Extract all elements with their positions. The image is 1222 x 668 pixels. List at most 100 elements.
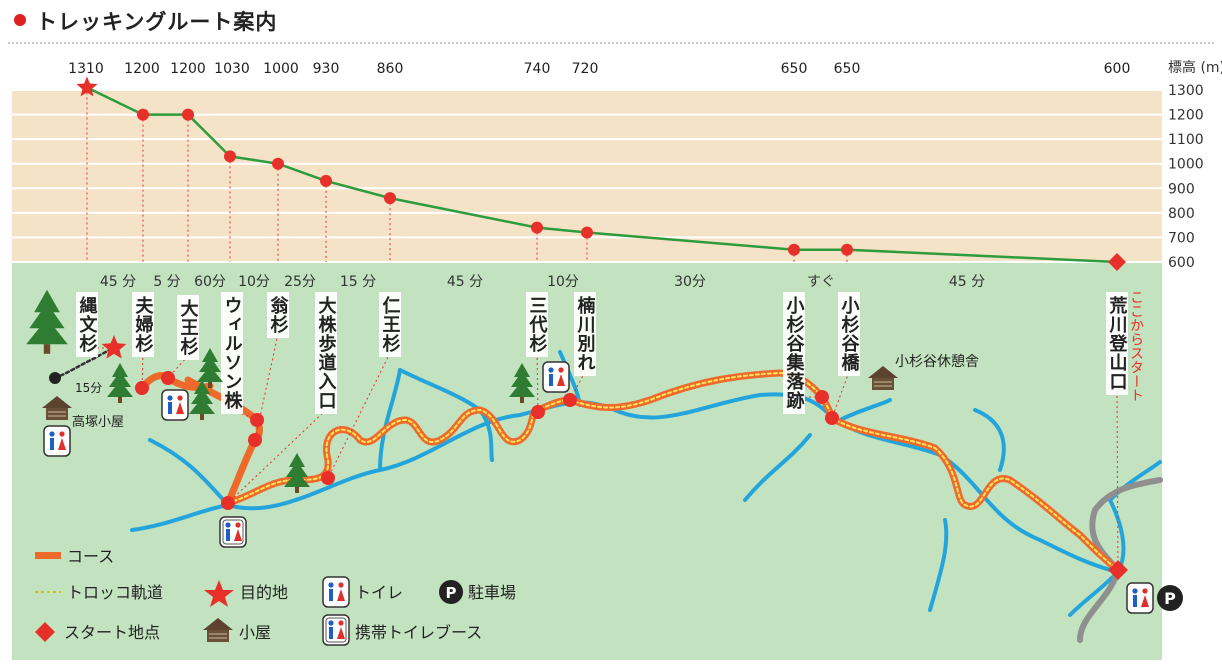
elevation-label: 930: [313, 61, 340, 77]
hut-kosugidani-label: 小杉谷休憩舎: [895, 353, 979, 370]
start-here-label: ここからスタート: [1128, 290, 1144, 402]
place-name: 大王杉: [178, 298, 199, 356]
elevation-label: 650: [781, 61, 808, 77]
place-name: ウィルソン株: [222, 296, 243, 410]
legend-parking-icon: [439, 580, 463, 604]
elevation-axis: 600 700 800 900 1000 1100 1200 1300: [1168, 83, 1204, 271]
place-name: 楠川別れ: [575, 295, 597, 372]
elevation-point: [182, 108, 194, 121]
legend-toilet-icon: [322, 576, 350, 608]
place-name: 荒川登山口: [1107, 295, 1129, 391]
elevation-point: [841, 243, 853, 256]
connector-line: [141, 352, 144, 389]
page-title: トレッキングルート案内: [36, 10, 278, 34]
segment-time: 25分: [284, 274, 316, 290]
place-name-box: [132, 292, 154, 357]
map-point: [161, 371, 175, 385]
y-tick-label: 1100: [1168, 132, 1204, 148]
y-tick-label: 600: [1168, 255, 1195, 271]
destination-star-marker: [76, 76, 98, 97]
segment-time: 45 分: [949, 274, 985, 290]
elevation-labels: 1310 1200 1200 1030 1000 930 860 740 720 650 650 60…: [68, 61, 1130, 77]
elevation-label: 650: [834, 61, 861, 77]
side-path-time: 15分: [75, 381, 102, 395]
place-name: 大株歩道入口: [316, 295, 337, 410]
connector-line: [327, 352, 391, 479]
segment-time: 45 分: [447, 274, 483, 290]
road: [1077, 477, 1163, 643]
elevation-profile-line: [86, 86, 1118, 264]
place-name: 小杉谷橋: [839, 296, 860, 372]
legend-portable-toilet: 携帯トイレブース: [355, 623, 482, 642]
parking-icon: [1157, 585, 1183, 611]
hut-takatsuka-label: 高塚小屋: [72, 414, 124, 430]
elevation-label: 860: [377, 61, 404, 77]
start-diamond-marker: [1108, 253, 1126, 271]
elevation-point: [384, 192, 396, 205]
map-point: [825, 411, 839, 425]
place-name-box: [526, 292, 548, 357]
profile-markers: [76, 76, 1126, 271]
toilet-icon: [161, 389, 189, 421]
place-name: 縄文杉: [77, 295, 98, 353]
connector-line: [831, 371, 850, 419]
segment-time: 45 分: [100, 274, 136, 290]
legend-parking-icon-label: P: [446, 584, 457, 602]
elevation-point: [137, 108, 149, 121]
legend-toilet: トイレ: [355, 583, 403, 602]
legend-parking: 駐車場: [468, 583, 516, 602]
y-tick-label: 1000: [1168, 157, 1204, 173]
elevation-point: [531, 221, 543, 234]
map-points: [101, 335, 1128, 580]
y-tick-label: 1300: [1168, 83, 1204, 99]
place-name-box: [267, 292, 289, 338]
y-tick-label: 700: [1168, 230, 1195, 246]
segment-time: 30分: [674, 274, 706, 290]
legend: コース トロッコ軌道 目的地 トイレ P 駐車場 スタート地点 小屋 携帯トイレ…: [35, 547, 516, 646]
elevation-label: 1200: [124, 61, 160, 77]
legend-hut: 小屋: [239, 623, 271, 642]
map-point: [321, 471, 335, 485]
place-name-box: [838, 292, 860, 376]
elevation-label: 600: [1104, 61, 1131, 77]
place-name-box: [783, 292, 805, 414]
segment-times: 45 分 5 分 60分 10分 25分 15 分 45 分 10分 30分 すぐ 45 分: [100, 274, 985, 290]
place-name-box: [379, 292, 401, 357]
legend-destination: 目的地: [240, 583, 288, 602]
elevation-label: 720: [572, 61, 599, 77]
y-tick-label: 900: [1168, 181, 1195, 197]
segment-time: 10分: [238, 274, 270, 290]
place-name: 仁王杉: [380, 295, 401, 353]
elevation-label: 1200: [170, 61, 206, 77]
segment-time: 10分: [547, 274, 579, 290]
place-name: 夫婦杉: [133, 295, 155, 353]
place-name-box: [177, 295, 199, 360]
legend-star-icon: [204, 580, 234, 607]
place-name: 翁杉: [268, 295, 289, 334]
legend-diamond-icon: [35, 622, 55, 642]
elevation-point: [320, 174, 332, 187]
elevation-label: 1310: [68, 61, 104, 77]
parking-icon-label: P: [1164, 589, 1176, 608]
y-axis-label: 標高 (m): [1168, 59, 1222, 76]
map-point: [248, 433, 262, 447]
place-name-box: [221, 292, 243, 414]
elevation-label: 1030: [214, 61, 250, 77]
map-point: [135, 381, 149, 395]
place-name-box: [76, 292, 98, 357]
portable-toilet-icon: [219, 516, 247, 548]
header: トレッキングルート案内: [0, 0, 1222, 44]
place-name-box: [315, 292, 337, 414]
legend-course-swatch: [35, 552, 61, 559]
segment-time: 60分: [194, 274, 226, 290]
map-point: [531, 405, 545, 419]
legend-portable-toilet-icon: [322, 614, 350, 646]
elevation-point: [224, 150, 236, 163]
map-start-diamond: [1108, 560, 1128, 580]
segment-time: 15 分: [340, 274, 376, 290]
map-point: [563, 393, 577, 407]
map-point: [815, 390, 829, 404]
place-names: 縄文杉 夫婦杉 大王杉 ウィルソン株 翁杉 大株歩道入口 仁王杉 三代杉 楠川別れ 小杉谷集落跡小…: [76, 292, 1129, 414]
elevation-point: [581, 226, 593, 239]
